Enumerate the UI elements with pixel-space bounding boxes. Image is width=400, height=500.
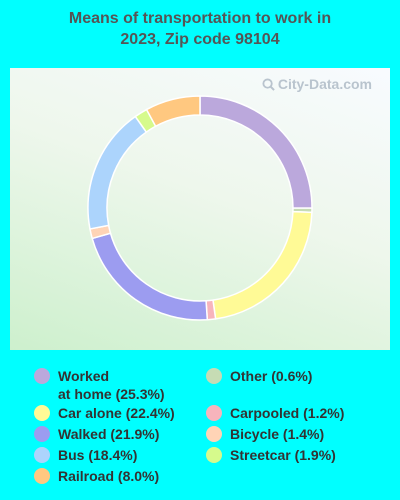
magnifier-icon (262, 77, 275, 91)
legend-label: Railroad (8.0%) (58, 467, 159, 485)
legend-swatch (206, 447, 222, 463)
legend-swatch (206, 368, 222, 384)
legend-label: Walked (21.9%) (58, 425, 159, 443)
legend-label: Worked at home (25.3%) (58, 367, 165, 403)
chart-title-line1: Means of transportation to work in (68, 10, 332, 27)
legend-label-line1: Carpooled (1.2%) (230, 405, 345, 421)
legend-label: Bus (18.4%) (58, 446, 137, 464)
legend-label: Bicycle (1.4%) (230, 425, 324, 443)
watermark-text: City-Data.com (277, 76, 372, 92)
legend-item: Railroad (8.0%) (34, 467, 159, 485)
legend-label: Other (0.6%) (230, 367, 312, 385)
watermark: City-Data.com (262, 76, 372, 92)
legend-item: Other (0.6%) (206, 367, 312, 385)
legend-item: Walked (21.9%) (34, 425, 159, 443)
legend-item: Bicycle (1.4%) (206, 425, 324, 443)
legend-swatch (206, 405, 222, 421)
legend-label-line1: Walked (21.9%) (58, 426, 160, 442)
legend-swatch (34, 447, 50, 463)
legend-item: Carpooled (1.2%) (206, 404, 344, 422)
legend-label-line2: at home (25.3%) (58, 386, 165, 402)
legend-item: Worked at home (25.3%) (34, 367, 165, 403)
chart-title-line2: 2023, Zip code 98104 (120, 31, 280, 48)
legend-label-line1: Bicycle (1.4%) (230, 426, 325, 442)
legend-swatch (34, 368, 50, 384)
legend-label: Carpooled (1.2%) (230, 404, 344, 422)
chart-title: Means of transportation to work in 2023,… (0, 8, 400, 50)
donut-slice-8 (145, 95, 201, 128)
legend-label-line1: Other (0.6%) (230, 368, 313, 384)
legend-swatch (206, 426, 222, 442)
legend-label-line1: Car alone (22.4%) (58, 405, 175, 421)
legend-label-line1: Bus (18.4%) (58, 447, 138, 463)
legend-swatch (34, 468, 50, 484)
legend-label-line1: Worked (58, 368, 110, 384)
legend-item: Car alone (22.4%) (34, 404, 175, 422)
legend-label-line1: Streetcar (1.9%) (230, 447, 336, 463)
legend-label: Car alone (22.4%) (58, 404, 175, 422)
legend-item: Streetcar (1.9%) (206, 446, 336, 464)
legend-label-line1: Railroad (8.0%) (58, 468, 160, 484)
legend-label: Streetcar (1.9%) (230, 446, 336, 464)
legend-swatch (34, 405, 50, 421)
legend-swatch (34, 426, 50, 442)
legend-item: Bus (18.4%) (34, 446, 137, 464)
